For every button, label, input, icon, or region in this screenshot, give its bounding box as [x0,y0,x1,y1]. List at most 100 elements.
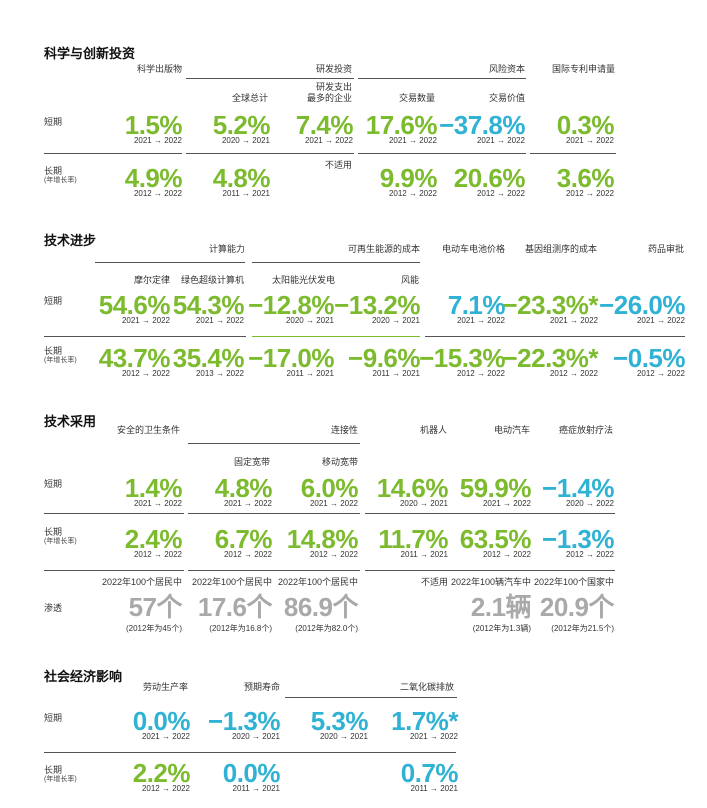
penetration-baseline: (2012年为45个) [125,624,182,633]
metric-value: 4.8% [212,163,271,193]
header-deal-value: 交易价值 [488,93,525,103]
row-label-long-text: 长期 [44,765,63,775]
header-deal-count: 交易数量 [398,93,435,103]
header-patents: 国际专利申请量 [551,64,615,74]
metric-period: 2012 → 2022 [549,369,598,378]
divider [425,336,685,337]
metric-value: −1.4% [542,473,614,503]
row-label-long-text: 长期 [44,346,63,356]
metric-value: 5.2% [212,110,271,140]
divider [252,262,420,263]
metric-period: 2012 → 2022 [636,369,685,378]
metric-value: −17.0% [248,343,334,373]
penetration-baseline: (2012年为82.0个) [295,624,358,633]
metric-value: 1.7%* [391,706,458,736]
not-applicable-label: 不适用 [324,160,352,170]
header-ev-battery: 电动车电池价格 [441,244,505,254]
metric-period: 2020 → 2021 [285,316,334,325]
metric-value: 4.8% [214,473,273,503]
metric-period: 2012 → 2022 [121,369,170,378]
header-labor-productivity: 劳动生产率 [142,682,188,692]
metric-value: −23.3%* [502,290,598,320]
row-label-short: 短期 [44,296,63,306]
section-title-science: 科学与创新投资 [44,46,136,61]
header-cancer-radiotherapy: 癌症放射疗法 [558,425,613,435]
header-publications: 科学出版物 [136,64,182,74]
metric-period: 2012 → 2022 [476,189,525,198]
section-title-tech-progress: 技术进步 [44,233,97,248]
penetration-header: 2022年100个居民中 [277,577,358,587]
metric-value: −13.2% [334,290,420,320]
row-label-long: 长期 (年增长率) [44,166,77,185]
header-co2-emissions: 二氧化碳排放 [399,682,454,692]
metric-period: 2021 → 2022 [309,499,358,508]
divider [365,513,615,514]
divider [285,697,457,698]
row-label-long-note: (年增长率) [44,177,77,184]
metric-value: −12.8% [248,290,334,320]
row-label-short: 短期 [44,479,63,489]
metric-period: 2012 → 2022 [133,189,182,198]
header-sanitation: 安全的卫生条件 [116,425,180,435]
metric-period: 2011 → 2021 [400,550,448,559]
metric-value: −1.3% [208,706,280,736]
metric-period: 2012 → 2022 [309,550,358,559]
metric-value: 0.7% [400,758,459,788]
header-genome-cost: 基因组测序的成本 [524,244,597,254]
metric-period: 2011 → 2021 [410,784,458,793]
row-label-long: 长期 (年增长率) [44,765,77,784]
row-label-long: 长期 (年增长率) [44,527,77,546]
metric-period: 2012 → 2022 [456,369,505,378]
penetration-value: 86.9个 [283,592,359,622]
metric-value: 0.3% [556,110,615,140]
penetration-baseline: (2012年为21.5个) [551,624,614,633]
divider [95,262,245,263]
metric-value: −1.3% [542,524,614,554]
row-label-long-note: (年增长率) [44,538,77,545]
penetration-header: 不适用 [420,577,448,587]
metric-value: 54.6% [98,290,171,320]
section-title-socioeconomic: 社会经济影响 [44,669,123,684]
row-label-long-text: 长期 [44,166,63,176]
penetration-value: 17.6个 [197,592,273,622]
divider [358,153,526,154]
divider [252,336,420,337]
metric-value: 6.0% [300,473,359,503]
header-ev: 电动汽车 [493,425,530,435]
metric-period: 2020 → 2021 [399,499,448,508]
header-green-supercomputer: 绿色超级计算机 [180,275,244,285]
metric-period: 2021 → 2022 [133,499,182,508]
metric-value: 9.9% [379,163,438,193]
penetration-header: 2022年100辆汽车中 [450,577,531,587]
metric-value: −26.0% [599,290,685,320]
metric-period: 2020 → 2021 [319,732,368,741]
header-solar: 太阳能光伏发电 [271,275,335,285]
metric-period: 2021 → 2022 [304,136,353,145]
metric-period: 2021 → 2022 [476,136,525,145]
divider [44,153,182,154]
header-wind: 风能 [400,275,419,285]
metric-value: 6.7% [214,524,273,554]
row-label-long-note: (年增长率) [44,357,77,364]
header-global-total: 全球总计 [231,93,268,103]
metric-period: 2011 → 2021 [372,369,420,378]
divider [365,570,615,571]
metric-period: 2012 → 2022 [482,550,531,559]
metric-period: 2021 → 2022 [456,316,505,325]
penetration-baseline: (2012年为1.3辆) [472,624,531,633]
metric-value: 59.9% [459,473,532,503]
metric-period: 2021 → 2022 [636,316,685,325]
header-life-expectancy: 预期寿命 [243,682,280,692]
metric-value: −15.3% [419,343,505,373]
metric-value: 0.0% [132,706,191,736]
section-title-tech-adoption: 技术采用 [44,414,97,429]
metric-value: 0.0% [222,758,281,788]
metric-value: −22.3%* [502,343,598,373]
header-drug-approval: 药品审批 [647,244,684,254]
penetration-value: 57个 [128,592,183,622]
metric-period: 2012 → 2022 [223,550,272,559]
metric-period: 2020 → 2021 [371,316,420,325]
row-label-penetration: 渗透 [44,603,63,613]
metric-period: 2020 → 2021 [221,136,270,145]
header-connectivity: 连接性 [330,425,358,435]
